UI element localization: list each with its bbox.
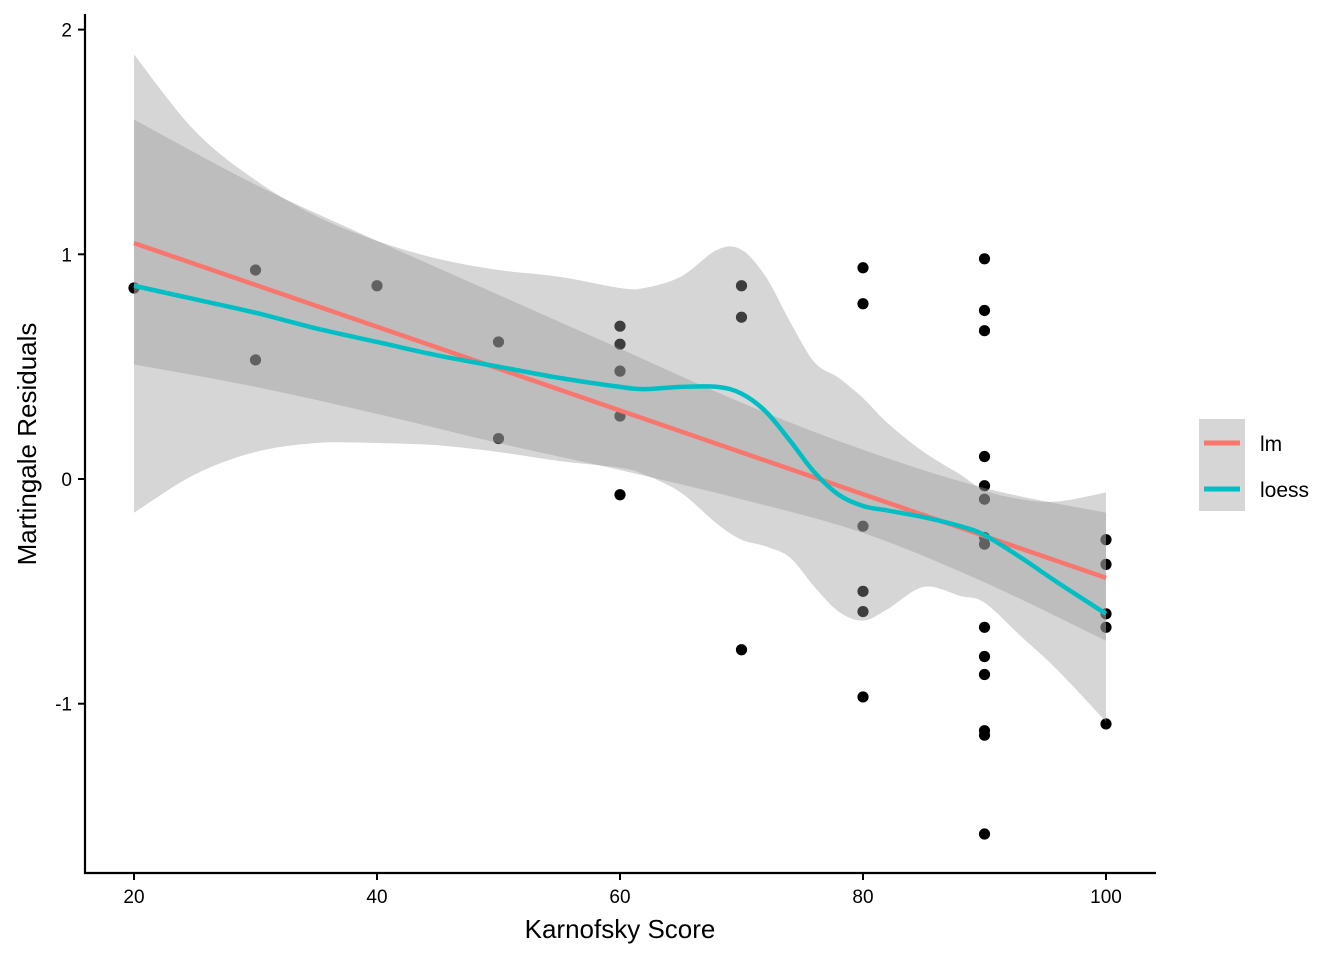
data-point: [1100, 621, 1112, 633]
data-point: [735, 644, 748, 656]
data-point: [614, 489, 626, 501]
data-point: [978, 493, 991, 505]
data-point: [1100, 558, 1112, 570]
legend: lm loess: [1199, 419, 1309, 511]
data-point: [857, 298, 869, 310]
y-tick-label: 0: [61, 470, 72, 491]
data-point: [492, 336, 505, 348]
legend-label-loess: loess: [1260, 479, 1309, 502]
data-point: [1100, 534, 1112, 546]
data-point: [735, 311, 748, 323]
data-point: [735, 280, 748, 292]
data-point: [978, 828, 991, 840]
loess-fit-line: [133, 283, 1108, 616]
data-point: [492, 432, 505, 445]
data-point: [857, 691, 869, 703]
lm-confidence-band: [134, 119, 1106, 641]
y-tick-label: -1: [55, 695, 72, 716]
x-ticks: 20 40 60 80 100: [123, 873, 1122, 908]
data-point: [1100, 718, 1112, 730]
data-point: [978, 668, 991, 681]
data-point: [614, 320, 626, 332]
data-point: [978, 450, 991, 463]
data-point: [857, 262, 869, 274]
x-tick-label: 80: [852, 887, 873, 908]
data-point: [857, 605, 869, 618]
data-point: [978, 621, 991, 633]
data-point: [857, 520, 869, 532]
y-tick-label: 2: [61, 21, 72, 42]
data-point: [978, 538, 991, 550]
y-axis-title: Martingale Residuals: [12, 323, 42, 566]
data-point: [371, 280, 383, 292]
x-tick-label: 20: [123, 887, 144, 908]
data-point: [857, 585, 869, 597]
x-axis-title: Karnofsky Score: [525, 914, 716, 944]
x-tick-label: 40: [366, 887, 387, 908]
scatter-points: [128, 253, 1112, 840]
x-tick-label: 100: [1090, 887, 1122, 908]
fit-lines: [133, 240, 1108, 616]
data-point: [978, 325, 991, 337]
data-point: [249, 354, 262, 366]
data-point: [978, 480, 991, 492]
y-tick-label: 1: [61, 245, 72, 266]
data-point: [614, 338, 626, 350]
legend-key-background: [1199, 419, 1245, 511]
data-point: [978, 253, 991, 265]
data-point: [978, 650, 991, 663]
data-point: [978, 304, 991, 317]
x-tick-label: 60: [609, 887, 630, 908]
data-point: [978, 729, 991, 741]
legend-label-lm: lm: [1260, 433, 1282, 456]
y-ticks: 2 1 0 -1: [55, 21, 85, 716]
data-point: [614, 365, 626, 377]
data-point: [249, 264, 262, 276]
